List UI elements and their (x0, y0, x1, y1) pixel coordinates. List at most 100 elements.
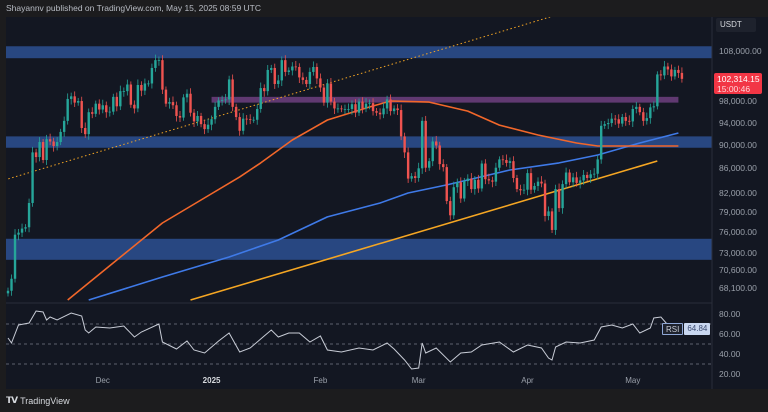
candle-body (91, 112, 94, 114)
candle-body (150, 67, 154, 84)
moving-average-blue (88, 132, 679, 301)
candle-body (34, 152, 38, 158)
candle-body (505, 159, 508, 163)
candle-body (308, 71, 312, 84)
candle-body (582, 174, 585, 181)
candle-body (192, 112, 196, 122)
candle-body (452, 187, 455, 216)
candle-body (673, 69, 677, 77)
candle-body (515, 177, 519, 190)
candle-body (368, 103, 371, 104)
candle-body (182, 97, 185, 118)
brand-name: TradingView (20, 395, 70, 406)
candle-body (241, 118, 245, 131)
candle-body (305, 79, 308, 84)
candle-body (133, 104, 136, 109)
candle-body (456, 182, 459, 188)
candle-body (185, 93, 189, 98)
candle-body (10, 278, 13, 291)
candle-body (357, 101, 361, 113)
candle-body (98, 103, 101, 110)
candle-body (69, 96, 73, 99)
candle-body (445, 167, 448, 202)
candle-body (438, 145, 441, 165)
currency-button[interactable]: USDT (716, 18, 756, 32)
candle-body (642, 112, 645, 121)
rsi-pane (6, 310, 712, 370)
candle-body (431, 141, 434, 162)
rsi-value: 64.84 (684, 323, 711, 335)
candle-body (424, 120, 427, 168)
dotted-trendline (6, 17, 552, 181)
candle-body (256, 108, 259, 120)
candle-body (364, 103, 368, 109)
candle-body (480, 163, 484, 189)
candle-body (659, 74, 663, 76)
time-tick: Apr (521, 376, 534, 385)
time-tick: Mar (411, 376, 426, 385)
candle-body (48, 139, 52, 142)
candle-body (389, 99, 392, 112)
candle-body (52, 141, 55, 147)
candle-body (13, 234, 17, 279)
candle-body (442, 164, 445, 168)
candle-body (533, 185, 536, 190)
candle-body (396, 108, 399, 111)
candle-body (645, 118, 649, 121)
candle-body (217, 100, 220, 107)
candle-body (340, 108, 343, 110)
candle-body (677, 69, 680, 73)
candle-body (536, 181, 540, 186)
candle-body (663, 66, 666, 76)
candle-body (136, 85, 140, 109)
candle-body (501, 159, 505, 161)
candle-body (252, 119, 255, 121)
candle-body (115, 96, 119, 107)
candle-body (245, 118, 248, 120)
candle-body (399, 110, 403, 137)
candle-body (213, 106, 217, 120)
candle-body (564, 172, 568, 185)
candle-body (210, 119, 213, 125)
price-tick: 82,000.00 (719, 187, 757, 198)
candle-body (77, 101, 80, 103)
candle-body (603, 124, 606, 126)
last-price-badge: 102,314.15 15:00:46 (714, 72, 762, 94)
last-price: 102,314.15 (717, 73, 760, 84)
candle-body (24, 227, 27, 229)
candle-body (666, 66, 670, 70)
candle-body (157, 60, 161, 61)
candle-body (607, 123, 610, 125)
candle-body (45, 139, 48, 160)
price-tick: 76,000.00 (719, 226, 757, 237)
candle-body (55, 142, 59, 147)
tradingview-logo[interactable]: 𝗧𝗩 TradingView (6, 395, 70, 406)
rsi-tick: 40.00 (719, 349, 741, 359)
candle-body (375, 111, 378, 113)
candle-body (17, 232, 20, 235)
candle-body (519, 189, 522, 191)
resistance-zone-purple (211, 96, 679, 103)
candle-body (550, 211, 554, 230)
candle-body (547, 211, 550, 216)
candle-body (38, 142, 41, 158)
candle-body (298, 66, 301, 78)
candle-body (347, 108, 350, 110)
candle-body (428, 161, 431, 168)
candle-body (491, 180, 494, 182)
candle-body (508, 161, 512, 163)
candle-body (238, 117, 241, 131)
candle-body (231, 79, 234, 107)
candle-body (259, 88, 262, 109)
rsi-name: RSI (662, 323, 684, 335)
candle-body (540, 181, 543, 184)
candle-body (466, 178, 470, 182)
candle-body (312, 66, 315, 72)
price-tick: 68,100.00 (719, 283, 757, 294)
candle-body (175, 105, 178, 116)
time-tick: 2025 (202, 376, 221, 385)
candle-body (578, 180, 582, 183)
chart-frame (6, 17, 768, 389)
candle-body (599, 125, 603, 160)
